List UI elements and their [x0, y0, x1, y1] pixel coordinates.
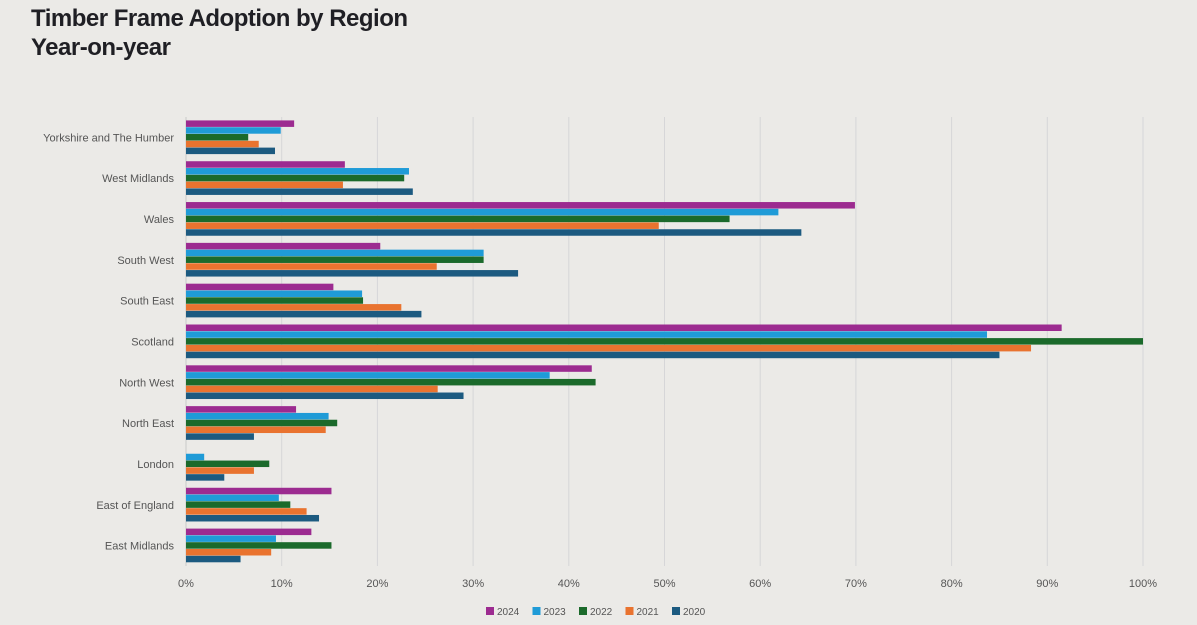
x-tick-label: 50% — [653, 578, 675, 590]
legend-label: 2021 — [637, 607, 660, 618]
bar-2021 — [186, 426, 326, 434]
title: Timber Frame Adoption by Region — [31, 5, 408, 32]
category-label: East Midlands — [105, 541, 175, 553]
category-label: South West — [117, 255, 174, 267]
category-label: London — [137, 459, 174, 471]
legend-swatch-2021 — [625, 607, 634, 615]
category-label: West Midlands — [102, 173, 174, 185]
bar-2023 — [186, 372, 550, 379]
bar-2022 — [186, 419, 338, 427]
bar-2022 — [186, 256, 484, 263]
bar-2021 — [186, 344, 1032, 352]
bar-2022 — [186, 542, 332, 549]
bar-2024 — [186, 120, 295, 127]
bar-2020 — [186, 229, 802, 236]
bar-2020 — [186, 147, 276, 155]
category-label: Scotland — [131, 337, 174, 349]
bar-2022 — [186, 134, 249, 141]
bar-2020 — [186, 310, 422, 318]
x-tick-label: 60% — [749, 578, 771, 590]
x-tick-label: 10% — [271, 578, 293, 590]
bar-2023 — [186, 494, 279, 502]
bar-2021 — [186, 467, 254, 474]
x-tick-label: 100% — [1129, 578, 1157, 590]
bar-2024 — [186, 487, 332, 495]
bar-2024 — [186, 202, 855, 209]
bar-2020 — [186, 433, 254, 440]
bar-2024 — [186, 324, 1062, 331]
bar-2023 — [186, 412, 329, 420]
bar-2024 — [186, 528, 312, 536]
bar-2021 — [186, 304, 402, 311]
bar-2020 — [186, 188, 413, 195]
bar-2021 — [186, 181, 343, 189]
bar-2021 — [186, 548, 272, 556]
bar-2023 — [186, 535, 276, 542]
x-tick-label: 90% — [1036, 578, 1058, 590]
bar-2024 — [186, 283, 334, 291]
legend-label: 2022 — [590, 607, 613, 618]
bar-2024 — [186, 161, 345, 168]
bar-2022 — [186, 174, 405, 182]
bar-2020 — [186, 555, 241, 563]
bar-2020 — [186, 351, 1000, 359]
bar-2023 — [186, 249, 484, 257]
chart-title: Timber Frame Adoption by Region Year-on-… — [31, 4, 408, 62]
bar-2024 — [186, 242, 381, 250]
bar-2022 — [186, 460, 270, 468]
category-label: East of England — [96, 500, 174, 512]
x-tick-label: 30% — [462, 578, 484, 590]
bar-2022 — [186, 297, 364, 304]
bar-2020 — [186, 474, 225, 481]
bar-2024 — [186, 406, 297, 413]
bar-2022 — [186, 215, 730, 223]
category-label: Wales — [144, 214, 175, 226]
bar-2023 — [186, 453, 205, 461]
bar-2022 — [186, 338, 1143, 345]
bar-2023 — [186, 127, 281, 134]
legend-label: 2023 — [544, 607, 567, 618]
x-tick-label: 40% — [558, 578, 580, 590]
legend-label: 2024 — [497, 607, 520, 618]
legend-swatch-2023 — [532, 607, 541, 615]
legend-swatch-2024 — [486, 607, 494, 615]
bar-2022 — [186, 501, 291, 508]
bar-2020 — [186, 392, 464, 400]
category-label: North East — [122, 418, 174, 430]
bar-2021 — [186, 508, 307, 515]
bar-2022 — [186, 378, 596, 386]
x-tick-label: 0% — [178, 578, 194, 590]
bar-2021 — [186, 140, 259, 148]
bar-2021 — [186, 263, 437, 270]
bar-2020 — [186, 514, 320, 522]
subtitle: Year-on-year — [31, 34, 171, 61]
legend-swatch-2020 — [672, 607, 680, 615]
bar-2024 — [186, 365, 592, 372]
bar-2023 — [186, 331, 988, 338]
category-label: Yorkshire and The Humber — [43, 132, 174, 144]
category-label: North West — [119, 377, 174, 389]
bar-2023 — [186, 208, 779, 216]
legend-swatch-2022 — [579, 607, 587, 615]
bar-2023 — [186, 290, 363, 297]
bar-2021 — [186, 385, 438, 393]
category-label: South East — [120, 296, 174, 308]
x-tick-label: 20% — [366, 578, 388, 590]
x-tick-label: 70% — [845, 578, 867, 590]
x-tick-label: 80% — [941, 578, 963, 590]
bar-2023 — [186, 168, 409, 175]
legend-label: 2020 — [683, 607, 706, 618]
bar-2020 — [186, 270, 519, 277]
bar-2021 — [186, 222, 659, 229]
